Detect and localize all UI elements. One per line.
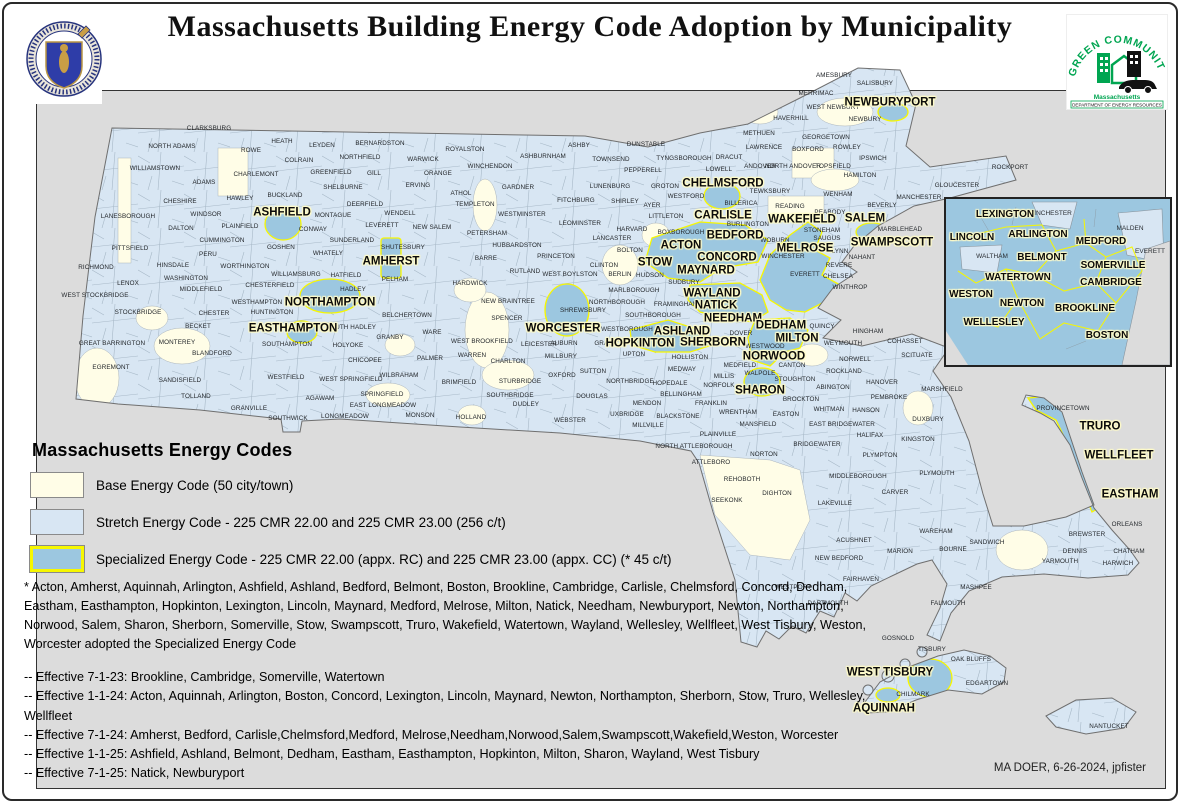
green-communities-logo: GREEN COMMUNITIES Massachusetts DEPARTME… bbox=[1063, 6, 1168, 110]
legend-label: Base Energy Code (50 city/town) bbox=[96, 477, 294, 493]
specialized-towns-note: * Acton, Amherst, Aquinnah, Arlington, A… bbox=[24, 580, 867, 651]
effective-date-line: -- Effective 1-1-25: Ashfield, Ashland, … bbox=[24, 747, 760, 762]
page-title: Massachusetts Building Energy Code Adopt… bbox=[167, 10, 1013, 43]
logo-org-line1: Massachusetts bbox=[1094, 94, 1141, 101]
effective-date-line: -- Effective 7-1-25: Natick, Newburyport bbox=[24, 766, 245, 781]
effective-date-line: -- Effective 7-1-24: Amherst, Bedford, C… bbox=[24, 727, 839, 742]
legend-item: Base Energy Code (50 city/town) bbox=[30, 471, 908, 499]
legend-swatch bbox=[29, 545, 85, 573]
legend: Massachusetts Energy Codes Base Energy C… bbox=[28, 440, 908, 582]
legend-swatch bbox=[30, 472, 84, 498]
legend-swatch bbox=[30, 509, 84, 535]
effective-dates-list: -- Effective 7-1-23: Brookline, Cambridg… bbox=[24, 668, 870, 784]
effective-date-line: -- Effective 1-1-24: Acton, Aquinnah, Ar… bbox=[24, 689, 866, 723]
legend-item: Stretch Energy Code - 225 CMR 22.00 and … bbox=[30, 508, 908, 536]
legend-heading: Massachusetts Energy Codes bbox=[32, 440, 293, 460]
base-code-areas bbox=[76, 97, 1049, 571]
logo-arc-text: GREEN COMMUNITIES bbox=[1063, 6, 1166, 78]
logo-org-line2: DEPARTMENT OF ENERGY RESOURCES bbox=[1072, 103, 1162, 108]
legend-label: Stretch Energy Code - 225 CMR 22.00 and … bbox=[96, 514, 506, 530]
boston-area-inset-map[interactable] bbox=[944, 197, 1172, 367]
legend-item: Specialized Energy Code - 225 CMR 22.00 … bbox=[29, 545, 908, 573]
massachusetts-state-seal-icon bbox=[26, 14, 102, 104]
effective-date-line: -- Effective 7-1-23: Brookline, Cambridg… bbox=[24, 670, 385, 684]
attribution-text: MA DOER, 6-26-2024, jpfister bbox=[993, 762, 1146, 774]
svg-text:GREEN COMMUNITIES: GREEN COMMUNITIES bbox=[1067, 15, 1167, 78]
specialized-code-areas bbox=[264, 102, 1105, 703]
legend-label: Specialized Energy Code - 225 CMR 22.00 … bbox=[96, 551, 672, 567]
